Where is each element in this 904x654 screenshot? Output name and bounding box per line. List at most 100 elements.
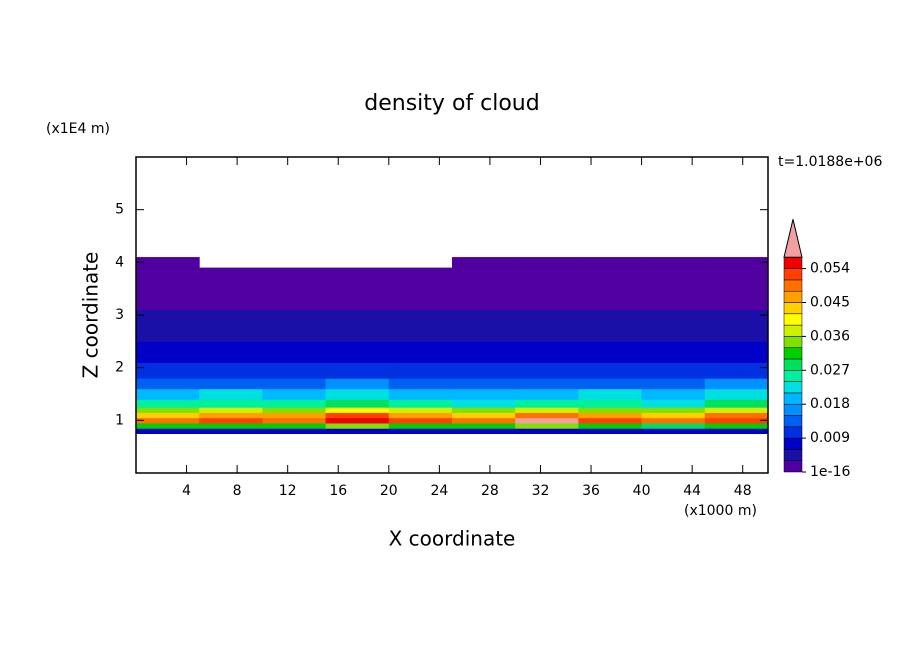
colorbar-box	[783, 268, 803, 281]
cell	[199, 362, 263, 379]
cell	[262, 407, 327, 413]
x-tick-label: 16	[329, 483, 347, 499]
cell	[452, 412, 516, 419]
chart-title: density of cloud	[364, 91, 539, 116]
cell	[515, 341, 579, 363]
colorbar-box	[783, 313, 803, 326]
time-label: t=1.0188e+06	[778, 154, 882, 170]
cell	[325, 267, 390, 311]
cell	[578, 309, 643, 342]
colorbar-label: 0.054	[810, 261, 850, 277]
cell	[641, 341, 706, 363]
x-tick-label: 28	[481, 483, 499, 499]
cell	[452, 378, 516, 390]
cell	[515, 399, 579, 408]
cell	[452, 428, 516, 434]
cell	[704, 362, 769, 379]
colorbar-label: 0.027	[810, 362, 850, 378]
cell	[704, 378, 769, 390]
cell	[578, 362, 643, 379]
cell	[136, 362, 200, 379]
x-tick-label: 40	[633, 483, 651, 499]
cell	[136, 428, 200, 434]
cell	[704, 417, 769, 424]
cell	[515, 257, 579, 269]
x-tick-label: 32	[532, 483, 550, 499]
colorbar-box	[783, 257, 803, 269]
cell	[262, 309, 327, 342]
cell	[325, 407, 390, 413]
cell	[199, 422, 263, 429]
cell	[641, 417, 706, 424]
cell	[136, 267, 200, 311]
x-tick-label: 4	[182, 483, 191, 499]
cell	[704, 412, 769, 419]
colorbar-box	[783, 460, 803, 473]
cell	[578, 257, 643, 269]
cell	[578, 267, 643, 311]
colorbar-box	[783, 279, 803, 292]
cell	[199, 378, 263, 390]
cell	[262, 417, 327, 424]
cell	[262, 422, 327, 429]
cell	[641, 378, 706, 390]
cell	[325, 378, 390, 390]
cell	[136, 399, 200, 408]
cell	[325, 309, 390, 342]
cell	[262, 267, 327, 311]
cell	[199, 412, 263, 419]
cell	[452, 257, 516, 269]
cell	[325, 422, 390, 429]
cell	[325, 362, 390, 379]
y-tick-label: 3	[115, 307, 124, 323]
colorbar-box	[783, 358, 803, 371]
colorbar-box	[783, 449, 803, 461]
cell	[704, 399, 769, 408]
cell	[515, 428, 579, 434]
x-axis-label: X coordinate	[389, 527, 516, 551]
cell	[388, 412, 453, 419]
cell	[199, 399, 263, 408]
cell	[388, 417, 453, 424]
cell	[199, 428, 263, 434]
cell	[578, 428, 643, 434]
cell	[452, 267, 516, 311]
cell	[136, 378, 200, 390]
colorbar-box	[783, 403, 803, 416]
colorbar-box	[783, 347, 803, 360]
cell	[325, 417, 390, 424]
cell	[704, 407, 769, 413]
colorbar-box	[783, 437, 803, 450]
cell	[325, 341, 390, 363]
x-tick-label: 20	[380, 483, 398, 499]
cell	[388, 399, 453, 408]
y-tick-label: 4	[115, 254, 124, 270]
cell	[325, 388, 390, 400]
cell	[199, 309, 263, 342]
cell	[578, 399, 643, 408]
cell	[199, 407, 263, 413]
cell	[641, 257, 706, 269]
cell	[136, 412, 200, 419]
colorbar-box	[783, 324, 803, 337]
cell	[704, 428, 769, 434]
cell	[641, 399, 706, 408]
cell	[452, 388, 516, 400]
cell	[388, 341, 453, 363]
cell	[578, 341, 643, 363]
cell	[262, 412, 327, 419]
cell	[136, 341, 200, 363]
colorbar-box	[783, 426, 803, 439]
cell	[704, 309, 769, 342]
colorbar-label: 0.018	[810, 396, 850, 412]
cell	[136, 417, 200, 424]
cell	[136, 257, 200, 269]
cell	[578, 412, 643, 419]
x-tick-label: 8	[233, 483, 242, 499]
colorbar-box	[783, 381, 803, 394]
cell	[515, 378, 579, 390]
cell	[452, 407, 516, 413]
cell	[325, 399, 390, 408]
cell	[641, 309, 706, 342]
